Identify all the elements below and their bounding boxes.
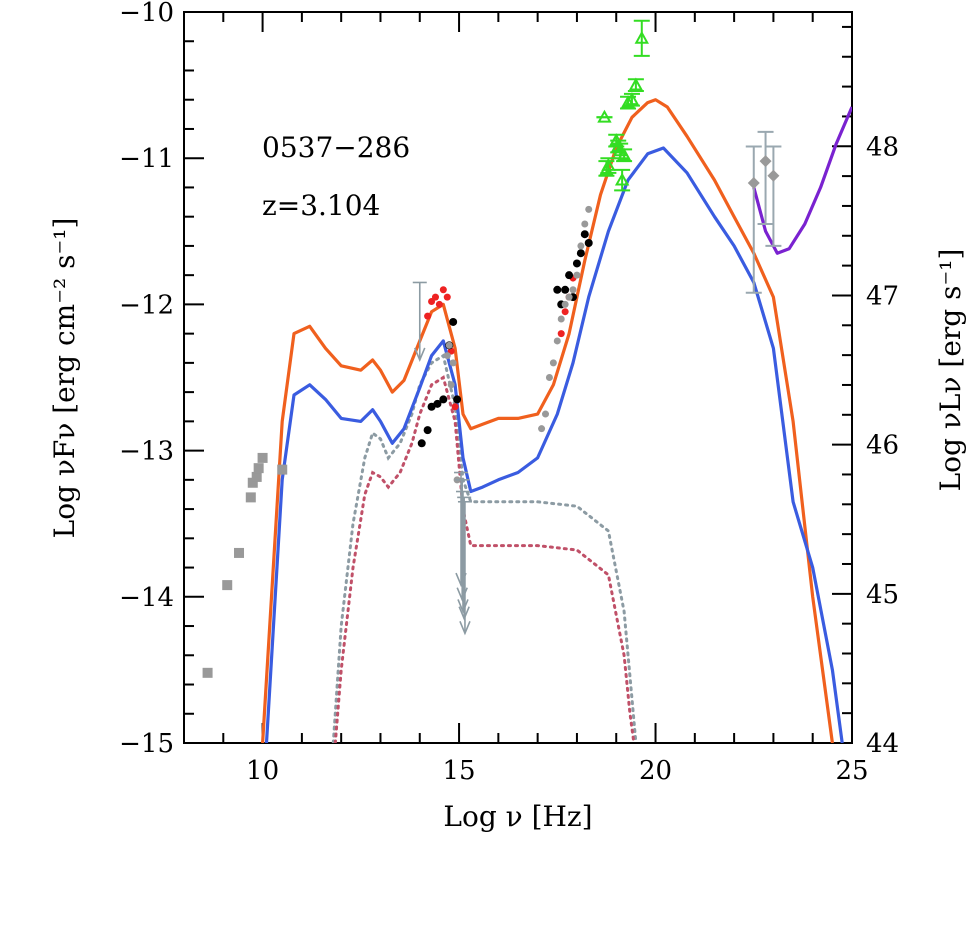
x-axis-label: Log ν [Hz] [443,800,592,833]
dotted-component-line [331,353,638,743]
upper-limit-arrowhead [457,599,469,614]
y-tick-label: −11 [119,144,174,174]
data-point-circle [553,337,561,345]
data-point-circle [449,359,457,367]
data-point-circle [435,300,443,308]
x-tick-label: 25 [835,756,868,786]
y-tick-label: −10 [119,0,174,28]
data-point-circle [453,395,462,404]
data-point-circle [553,285,562,294]
data-point-circle [439,395,448,404]
data-point-square [222,580,233,591]
y2-tick-label: 44 [866,729,899,759]
dotted-component-line [333,375,636,743]
data-point-circle [584,238,593,247]
y2-tick-label: 45 [866,580,899,610]
data-point-circle [549,359,557,367]
data-point-circle [577,242,585,250]
y-tick-label: −14 [119,583,174,613]
data-point-circle [572,259,581,268]
x-tick-label: 20 [639,756,672,786]
data-point-triangle [624,92,640,106]
data-point-circle [557,330,565,338]
data-point-square [245,492,256,503]
redshift-label: z=3.104 [262,189,380,222]
data-point-square [257,452,268,463]
data-point-circle [443,352,451,360]
data-point-circle [538,425,546,433]
data-point-circle [451,403,459,411]
data-point-triangle [616,147,632,161]
data-point-triangle [614,172,630,186]
data-point-circle [573,271,581,279]
data-point-circle [561,308,569,316]
data-point-circle [449,317,458,326]
y2-axis-label: Log νLν [erg s⁻¹] [934,249,967,492]
data-point-triangle [628,77,644,91]
upper-limit-arrowhead [459,621,471,636]
y-axis-label: Log νFν [erg cm⁻² s⁻¹] [48,218,81,539]
data-point-circle [443,293,451,301]
y2-tick-label: 46 [866,431,899,461]
dotted-lines-group [331,353,638,743]
data-point-triangle [597,109,612,123]
data-point-diamond [767,169,780,182]
data-point-circle [447,381,455,389]
data-point-circle [439,286,447,294]
data-point-square [251,471,262,482]
data-point-triangle [601,157,616,171]
model-line [752,106,852,255]
data-point-circle [427,402,436,411]
plot-frame [183,11,853,744]
data-point-diamond [759,155,772,168]
data-point-circle [581,220,589,228]
model-lines-group [261,98,852,743]
model-line [264,146,844,743]
data-point-circle [557,315,565,323]
data-point-circle [561,300,569,308]
y-tick-label: −12 [119,290,174,320]
model-line [261,98,834,743]
data-point-triangle [620,95,636,109]
y2-tick-label: 47 [866,281,899,311]
data-point-circle [561,285,570,294]
upper-limit-arrowhead [414,347,426,363]
source-name-label: 0537−286 [262,131,410,164]
data-point-circle [545,374,553,381]
data-point-triangle [634,30,649,44]
tick-labels-group: 10 15 20 25 −15 −14 −13 −12 −11 −10 44 45 46 47 48 [119,0,899,786]
data-point-circle [423,426,432,435]
data-point-circle [445,341,453,349]
data-point-square [253,463,264,474]
data-point-circle [431,293,439,301]
data-point-circle [433,399,442,408]
data-point-square [234,547,245,558]
x-tick-label: 15 [443,756,476,786]
y2-tick-label: 48 [866,132,899,162]
data-point-circle [569,286,577,294]
data-point-circle [565,293,573,301]
x-tick-label: 10 [246,756,279,786]
data-point-circle [424,312,432,320]
data-point-square [277,464,288,475]
data-points-group [202,19,782,678]
data-point-diamond [747,177,760,190]
data-point-circle [542,410,550,418]
data-point-circle [565,271,574,280]
y-tick-label: −13 [119,437,174,467]
tick-marks-group [183,11,853,744]
data-point-square [247,477,258,488]
data-point-circle [576,249,585,258]
data-point-circle [580,230,589,239]
y-tick-label: −15 [119,729,174,759]
data-point-circle [417,439,426,448]
data-point-square [202,667,213,678]
data-point-circle [585,205,593,213]
plot-frame-group [183,11,853,744]
